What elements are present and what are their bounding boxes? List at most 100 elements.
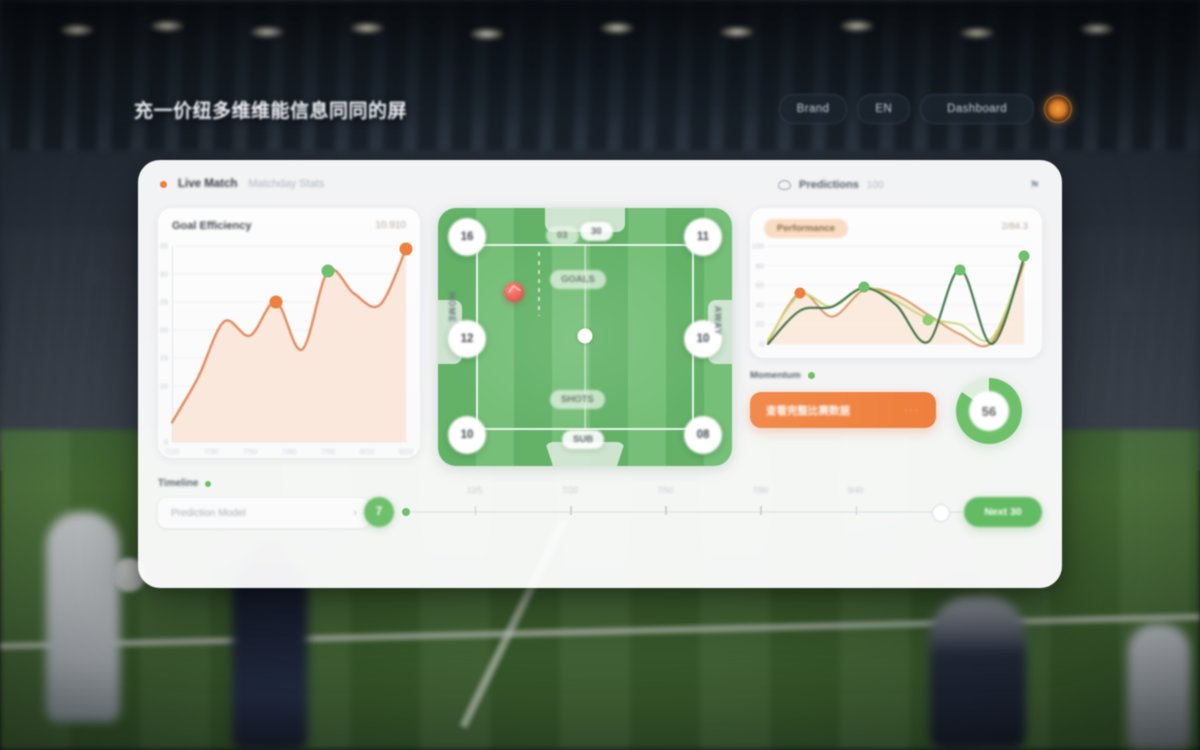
y-axis <box>172 246 173 442</box>
y-tick-label: 0 <box>163 437 168 447</box>
y-tick-label: 40 <box>755 300 764 310</box>
left-chart-title: Goal Efficiency <box>172 220 252 232</box>
card-title: Live Match <box>178 178 238 190</box>
timeline-tick-label: 12/5 <box>467 486 483 495</box>
timeline-dot-icon <box>205 480 212 487</box>
status-dot-icon <box>160 180 167 188</box>
x-tick-label: 7/20 <box>164 447 180 456</box>
timeline-tick[interactable] <box>474 506 477 515</box>
model-select[interactable]: Prediction Model › <box>158 498 370 528</box>
right-chart-value: 2/84.3 <box>1001 221 1028 232</box>
chart-marker[interactable] <box>954 264 966 276</box>
x-tick-label: 7/30 <box>203 447 219 456</box>
y-tick-label: 0 <box>759 339 764 349</box>
timeline-tick[interactable] <box>570 506 572 515</box>
card-title-right: Predictions <box>799 179 859 191</box>
card-header-right: Predictions 100 ⚑ <box>778 178 1040 192</box>
score-gauge: 56 <box>956 378 1022 444</box>
medal-badge-icon[interactable] <box>1044 95 1072 123</box>
floodlights <box>0 18 1200 88</box>
pitch-player-08[interactable]: 08 <box>684 416 722 454</box>
chart-marker[interactable] <box>794 287 806 299</box>
left-chart-value: 10.910 <box>375 220 406 231</box>
pitch-side-away: AWAY <box>713 306 723 336</box>
nav-item-dashboard[interactable]: Dashboard <box>920 94 1034 124</box>
pitch-tag-sub[interactable]: SUB <box>562 430 605 449</box>
timeline-end-handle[interactable] <box>932 504 950 522</box>
x-tick-label: 9/02 <box>398 447 414 456</box>
right-chart-panel: Performance 2/84.3 0 20 40 60 80 100 <box>750 208 1042 358</box>
legend: Momentum <box>750 370 815 381</box>
pitch-tag-30[interactable]: 30 <box>580 222 613 241</box>
eye-icon <box>778 180 791 190</box>
y-tick-label: 35 <box>159 241 168 251</box>
y-tick-label: 60 <box>755 280 764 290</box>
pitch-tag-shots[interactable]: SHOTS <box>550 390 605 409</box>
pitch-tag-goals[interactable]: GOALS <box>550 270 606 289</box>
x-tick-label: 8/10 <box>359 447 375 456</box>
timeline-tick-label: 7/80 <box>752 486 769 495</box>
timeline-tick[interactable] <box>665 506 667 515</box>
chart-marker[interactable] <box>321 264 335 278</box>
chart-marker[interactable] <box>269 295 283 309</box>
y-tick-label: 10 <box>159 381 168 391</box>
y-tick-label: 20 <box>755 319 764 329</box>
nav-item-brand[interactable]: Brand <box>778 94 848 124</box>
timeline-tick-label: 7/20 <box>562 486 578 495</box>
x-tick-label: 7/80 <box>281 447 297 456</box>
pitch-player-10l[interactable]: 10 <box>448 416 486 454</box>
step-indicator[interactable]: 7 <box>364 497 394 527</box>
legend-dot-icon <box>807 372 815 379</box>
pitch-tag-03[interactable]: 03 <box>546 226 579 245</box>
page-headline: 充一价纽多维维能信息同同的屏 <box>134 101 408 122</box>
next-button[interactable]: Next 30 <box>964 497 1042 527</box>
card-subtitle-right: 100 <box>866 179 884 191</box>
chevron-right-icon: › <box>353 507 357 519</box>
timeline-tick[interactable] <box>760 506 762 515</box>
view-full-stats-button[interactable]: 查看完整比赛数据 ··· <box>750 392 936 428</box>
match-ball-icon[interactable] <box>504 282 524 302</box>
pitch-player-16[interactable]: 16 <box>448 218 486 256</box>
left-chart-panel: Goal Efficiency 10.910 0 10 15 20 25 30 35 7/20… <box>158 208 420 458</box>
timeline-label-group: Timeline <box>158 478 212 489</box>
pitch-player-11[interactable]: 11 <box>684 218 722 256</box>
card-subtitle: Matchday Stats <box>248 178 325 190</box>
x-tick-label: 7/90 <box>320 447 336 456</box>
timeline-tick-label: 7/50 <box>657 486 673 495</box>
chart-marker[interactable] <box>922 314 934 326</box>
left-chart-plot: 0 10 15 20 25 30 35 7/20 7/30 7/50 7/80 7/90 8/10 9/0… <box>160 242 414 457</box>
y-tick-label: 20 <box>159 325 168 335</box>
x-tick-label: 7/50 <box>242 447 258 456</box>
timeline-tick-label: 9/40 <box>847 486 864 495</box>
y-tick-label: 100 <box>751 241 764 251</box>
pitch-side-home: HOME <box>447 292 457 323</box>
timeline-tick[interactable] <box>855 506 858 515</box>
cta-label: 查看完整比赛数据 <box>766 404 850 417</box>
pitch-diagram[interactable]: 16 11 12 10 10 08 03 30 GOALS SHOTS SUB … <box>438 208 732 466</box>
y-tick-label: 30 <box>159 269 168 279</box>
timeline-label: Timeline <box>158 478 199 489</box>
y-tick-label: 25 <box>159 297 168 307</box>
chart-marker[interactable] <box>858 281 870 293</box>
legend-label: Momentum <box>750 370 801 381</box>
dashboard-card: Live Match Matchday Stats Predictions 10… <box>138 160 1062 588</box>
cta-more-icon: ··· <box>904 404 920 416</box>
nav-item-language[interactable]: EN <box>857 94 911 124</box>
chart-marker[interactable] <box>1018 250 1030 262</box>
chart-marker[interactable] <box>399 242 413 256</box>
movement-trail <box>538 252 540 316</box>
timeline-start-dot <box>402 508 410 516</box>
pitch-player-10r[interactable]: 10 <box>684 320 722 358</box>
top-navigation: Brand EN Dashboard <box>778 94 1072 124</box>
timeline-track[interactable] <box>402 511 962 513</box>
y-tick-label: 15 <box>159 353 168 363</box>
model-select-value: Prediction Model <box>171 507 246 519</box>
player-silhouette <box>930 596 1026 750</box>
card-header-left: Live Match Matchday Stats <box>160 178 324 190</box>
right-chart-plot: 0 20 40 60 80 100 <box>751 242 1030 349</box>
flag-icon: ⚑ <box>1029 178 1040 192</box>
player-silhouette <box>1128 624 1190 750</box>
center-spot <box>577 328 593 344</box>
pitch-player-12[interactable]: 12 <box>448 320 486 358</box>
performance-chip[interactable]: Performance <box>764 219 849 238</box>
